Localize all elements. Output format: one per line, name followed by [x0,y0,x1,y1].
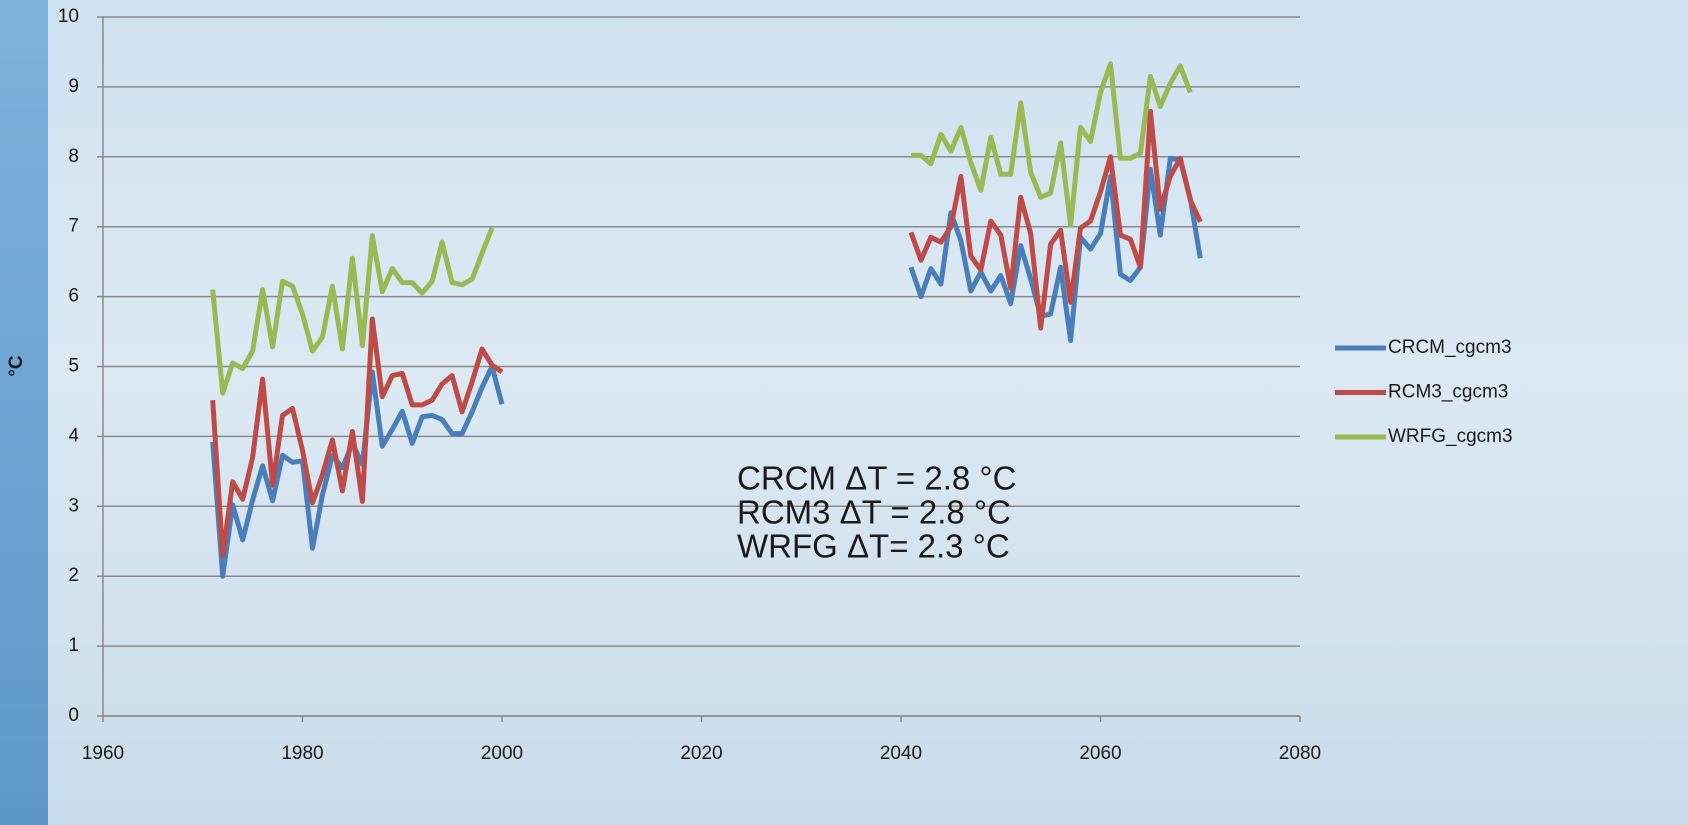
x-tick-label: 1960 [82,743,124,764]
x-tick-label: 2060 [1079,743,1121,764]
x-tick-label: 1980 [281,743,323,764]
legend-label: WRFG_cgcm3 [1388,426,1513,447]
y-tick-label: 0 [68,705,79,726]
y-tick-label: 2 [68,565,79,586]
x-tick-label: 2080 [1279,743,1321,764]
y-tick-label: 5 [68,356,79,377]
y-tick-label: 4 [68,425,79,446]
data-line [210,61,1193,396]
x-tick-label: 2020 [680,743,722,764]
annotation: WRFG ΔT= 2.3 °C [737,528,1010,565]
x-tick-label: 2000 [481,743,523,764]
annotation: CRCM ΔT = 2.8 °C [737,460,1016,497]
side-strip [0,0,48,825]
y-tick-label: 7 [68,216,79,237]
y-tick-label: 10 [58,6,79,27]
annotation: RCM3 ΔT = 2.8 °C [737,494,1011,531]
data-line [210,108,1203,558]
y-tick-label: 1 [68,635,79,656]
y-axis-label: °C [6,355,27,377]
y-tick-label: 8 [68,146,79,167]
y-tick-label: 6 [68,286,79,307]
x-tick-label: 2040 [880,743,922,764]
y-tick-label: 9 [68,76,79,97]
legend-label: CRCM_cgcm3 [1388,337,1512,358]
y-tick-label: 3 [68,495,79,516]
legend-label: RCM3_cgcm3 [1388,382,1508,403]
